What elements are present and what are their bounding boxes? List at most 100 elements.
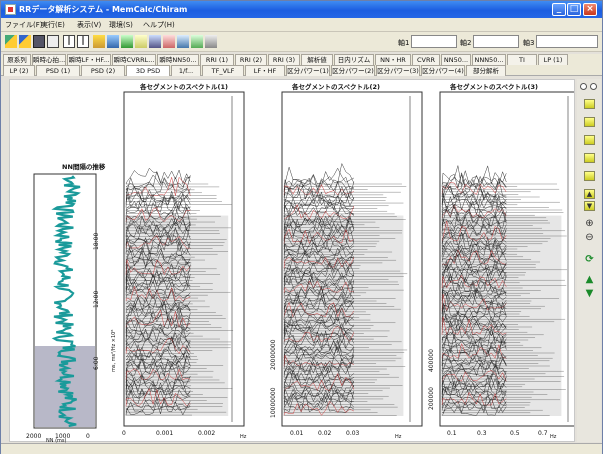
- tab-r2-1[interactable]: PSD (1): [36, 65, 80, 76]
- tab-r1-2[interactable]: 瞬時LF・HF...: [67, 54, 111, 65]
- tab-r1-9[interactable]: 日内リズム: [334, 54, 374, 65]
- tab-r1-15[interactable]: LP (1): [538, 54, 568, 65]
- tab-r2-2[interactable]: PSD (2): [81, 65, 125, 76]
- down-icon[interactable]: ▼: [584, 201, 595, 211]
- analysis-icon[interactable]: [177, 35, 189, 48]
- tab-r2-6[interactable]: LF・HF: [245, 65, 285, 76]
- panel2-trace: [283, 308, 354, 329]
- panel3-trace: [441, 192, 507, 213]
- tab-r2-3[interactable]: 3D PSD: [126, 65, 170, 76]
- tab-r1-14[interactable]: TI: [507, 54, 537, 65]
- nn-trend-line: [51, 175, 81, 428]
- plot-area[interactable]: NN間隔の推移 各セグメントのスペクトル(1) 各セグメントのスペクトル(2) …: [9, 79, 575, 444]
- panel1-trace: [125, 355, 191, 375]
- tab-r2-4[interactable]: 1/f...: [171, 65, 201, 76]
- panel2-trace: [283, 179, 355, 193]
- grid-icon[interactable]: [584, 117, 595, 127]
- tab-r1-0[interactable]: 原系列: [3, 54, 31, 65]
- tab-r2-10[interactable]: 区分パワー(4): [421, 65, 465, 76]
- panel3-trace: [441, 182, 507, 195]
- panel1-trace: [125, 400, 191, 413]
- print-icon[interactable]: [47, 35, 59, 48]
- panel1-trace: [125, 227, 191, 243]
- menu-help[interactable]: ヘルプ(H): [143, 21, 175, 29]
- panel2-trace: [283, 303, 355, 321]
- tab-r1-3[interactable]: 瞬時CVRRL...: [112, 54, 156, 65]
- panel1-trace: [125, 353, 191, 372]
- run-icon[interactable]: [93, 35, 105, 48]
- tab-r1-1[interactable]: 瞬時心拍...: [32, 54, 66, 65]
- maximize-button[interactable]: □: [567, 3, 581, 16]
- radio-icon[interactable]: [590, 83, 597, 90]
- wave-icon[interactable]: [107, 35, 119, 48]
- tab-r2-9[interactable]: 区分パワー(3): [376, 65, 420, 76]
- panel3-trace: [441, 287, 507, 304]
- panel3-trace: [441, 253, 507, 268]
- menu-run[interactable]: 実行(E): [41, 21, 65, 29]
- tab-r1-4[interactable]: 瞬時NN50...: [157, 54, 199, 65]
- menu-view[interactable]: 表示(V): [77, 21, 102, 29]
- panel3-trace: [441, 193, 507, 211]
- zoom-in-icon[interactable]: ⊕: [585, 218, 594, 229]
- grid-icon[interactable]: [584, 171, 595, 181]
- tab-r2-0[interactable]: LP (2): [3, 65, 35, 76]
- panel1-trace: [125, 250, 191, 269]
- tab-r1-10[interactable]: NN・HR: [375, 54, 411, 65]
- tab-r1-6[interactable]: RRI (2): [235, 54, 267, 65]
- tab-r1-8[interactable]: 解析値: [301, 54, 333, 65]
- panel2-trace: [283, 365, 355, 381]
- chart-icon[interactable]: [149, 35, 161, 48]
- grid-icon[interactable]: [584, 135, 595, 145]
- rotate-icon[interactable]: ⟳: [585, 254, 594, 265]
- axis3-input[interactable]: [536, 35, 598, 48]
- radio-icon[interactable]: [580, 83, 587, 90]
- trend-x-tick: 2000: [26, 433, 42, 440]
- tab-r2-5[interactable]: TF_VLF: [202, 65, 244, 76]
- menu-file[interactable]: ファイル(F): [5, 21, 43, 29]
- tab-r1-13[interactable]: NNN50...: [472, 54, 506, 65]
- axis2-input[interactable]: [473, 35, 519, 48]
- panel2-trace: [283, 167, 355, 187]
- title-bar[interactable]: RRデータ解析システム - MemCalc/Chiram _ □ ×: [1, 1, 602, 18]
- zoom-out-icon[interactable]: ⊖: [585, 232, 594, 243]
- axis1-input[interactable]: [411, 35, 457, 48]
- panel2-x-tick: 0.01: [290, 430, 304, 437]
- tab-r2-7[interactable]: 区分パワー(1): [286, 65, 330, 76]
- tab-r1-5[interactable]: RRI (1): [200, 54, 234, 65]
- compare-icon[interactable]: [191, 35, 203, 48]
- open-icon[interactable]: [5, 35, 17, 48]
- panel3-trace: [441, 396, 507, 408]
- tab-r2-8[interactable]: 区分パワー(2): [331, 65, 375, 76]
- bar-chart-icon[interactable]: [163, 35, 175, 48]
- tab-r1-7[interactable]: RRI (3): [268, 54, 300, 65]
- table-icon[interactable]: [121, 35, 133, 48]
- grid-icon[interactable]: [584, 99, 595, 109]
- panel1-trace: [125, 382, 191, 401]
- up-icon[interactable]: ▲: [584, 189, 595, 199]
- grid-icon[interactable]: [135, 35, 147, 48]
- panel3-trace: [441, 266, 507, 286]
- tab-r2-11[interactable]: 部分解析: [466, 65, 506, 76]
- tab-r1-12[interactable]: NN50...: [441, 54, 471, 65]
- save-icon[interactable]: [33, 35, 45, 48]
- panel1-title: 各セグメントのスペクトル(1): [140, 83, 229, 91]
- step-back-icon[interactable]: |: [63, 35, 75, 48]
- step-forward-icon[interactable]: |: [77, 35, 89, 48]
- tab-r1-11[interactable]: CVRR: [412, 54, 440, 65]
- panel1-trace: [125, 237, 191, 255]
- panel1-trace: [126, 379, 191, 398]
- triangle-down-icon[interactable]: ▼: [585, 288, 594, 299]
- close-button[interactable]: ×: [583, 3, 597, 16]
- menu-settings[interactable]: 環境(S): [109, 21, 133, 29]
- settings-icon[interactable]: [205, 35, 217, 48]
- triangle-up-icon[interactable]: ▲: [585, 274, 594, 285]
- panel1-trace: [125, 188, 191, 205]
- panel2-trace: [283, 319, 355, 337]
- panel3-x-tick: 0.5: [510, 430, 520, 437]
- grid-icon[interactable]: [584, 153, 595, 163]
- panel2-x-tick: 0.02: [318, 430, 332, 437]
- open-folder-icon[interactable]: [19, 35, 31, 48]
- minimize-button[interactable]: _: [552, 3, 566, 16]
- panel1-trace: [126, 344, 191, 360]
- panel2-trace: [283, 357, 354, 375]
